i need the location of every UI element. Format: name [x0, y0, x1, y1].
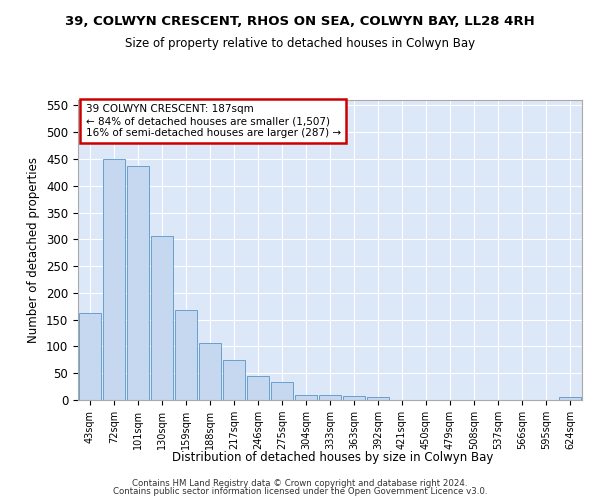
Bar — [103, 159, 125, 400]
Text: Contains HM Land Registry data © Crown copyright and database right 2024.: Contains HM Land Registry data © Crown c… — [132, 478, 468, 488]
Bar — [79, 312, 101, 400]
Bar — [319, 395, 341, 400]
Text: Distribution of detached houses by size in Colwyn Bay: Distribution of detached houses by size … — [172, 451, 494, 464]
Text: Size of property relative to detached houses in Colwyn Bay: Size of property relative to detached ho… — [125, 38, 475, 51]
Bar — [343, 396, 365, 400]
Text: 39 COLWYN CRESCENT: 187sqm
← 84% of detached houses are smaller (1,507)
16% of s: 39 COLWYN CRESCENT: 187sqm ← 84% of deta… — [86, 104, 341, 138]
Y-axis label: Number of detached properties: Number of detached properties — [28, 157, 40, 343]
Bar — [295, 394, 317, 400]
Bar — [247, 376, 269, 400]
Bar — [199, 343, 221, 400]
Text: Contains public sector information licensed under the Open Government Licence v3: Contains public sector information licen… — [113, 487, 487, 496]
Bar — [367, 398, 389, 400]
Bar — [223, 360, 245, 400]
Bar — [151, 236, 173, 400]
Text: 39, COLWYN CRESCENT, RHOS ON SEA, COLWYN BAY, LL28 4RH: 39, COLWYN CRESCENT, RHOS ON SEA, COLWYN… — [65, 15, 535, 28]
Bar — [271, 382, 293, 400]
Bar — [175, 310, 197, 400]
Bar — [559, 398, 581, 400]
Bar — [127, 166, 149, 400]
